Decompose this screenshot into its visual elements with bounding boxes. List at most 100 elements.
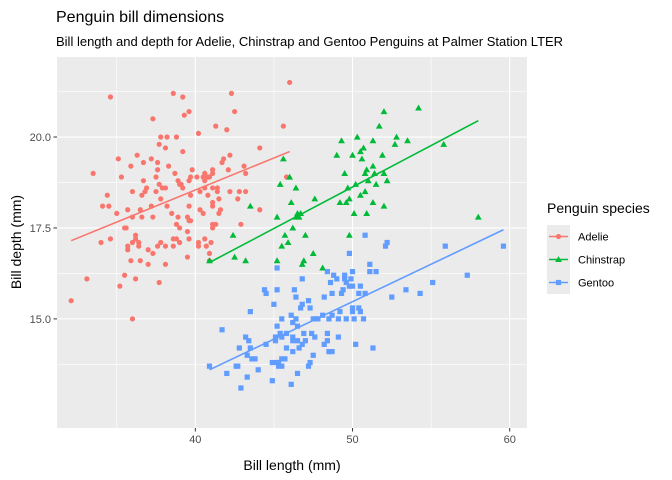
gentoo-point (305, 363, 312, 369)
adelie-point (158, 196, 164, 202)
adelie-point (155, 243, 161, 249)
chinstrap-point (287, 199, 295, 206)
chinstrap-point (360, 144, 367, 151)
adelie-point (106, 203, 112, 209)
gentoo-point (403, 287, 409, 293)
chinstrap-point (363, 210, 371, 216)
chart-subtitle: Bill length and depth for Adelie, Chinst… (56, 34, 563, 49)
adelie-point (145, 247, 151, 253)
adelie-point (175, 214, 181, 220)
gentoo-point (294, 323, 301, 329)
adelie-point (194, 174, 200, 180)
adelie-point (150, 250, 156, 257)
gentoo-point (321, 341, 327, 347)
gentoo-point (299, 341, 305, 347)
x-tick-label: 40 (189, 434, 201, 446)
chinstrap-point (358, 155, 366, 162)
adelie-point (188, 192, 194, 198)
adelie-point (205, 192, 211, 198)
x-axis-ticks: 40 50 60 (189, 428, 516, 446)
gentoo-point (367, 268, 373, 275)
adelie-point (184, 254, 191, 260)
chinstrap-point (474, 213, 482, 220)
gentoo-point (326, 316, 332, 322)
chinstrap-point (369, 162, 377, 169)
chinstrap-point (341, 169, 349, 176)
gentoo-point (279, 356, 285, 362)
gentoo-point (373, 268, 379, 275)
adelie-point (210, 185, 216, 191)
gentoo-point (290, 319, 296, 326)
chinstrap-point (284, 239, 292, 246)
chinstrap-point (375, 122, 383, 129)
gentoo-point (276, 363, 282, 369)
chinstrap-point (383, 177, 391, 184)
gentoo-trend-line (209, 229, 504, 371)
chinstrap-point (356, 191, 364, 198)
adelie-point (225, 167, 231, 173)
gentoo-point (324, 338, 330, 344)
y-tick-label: 17.5 (30, 223, 51, 235)
chinstrap-point (380, 108, 388, 115)
adelie-point (129, 188, 136, 195)
adelie-point (150, 116, 156, 122)
chinstrap-point (361, 188, 369, 195)
chinstrap-point (309, 250, 317, 256)
gentoo-point (291, 287, 297, 293)
chinstrap-point (295, 213, 303, 220)
gentoo-point (417, 290, 423, 297)
gentoo-point (367, 261, 373, 267)
gentoo-point (219, 327, 225, 333)
gentoo-point (500, 243, 507, 249)
gentoo-point (293, 316, 299, 322)
adelie-point (162, 185, 169, 191)
gentoo-point (343, 316, 349, 322)
chinstrap-point (404, 137, 411, 144)
adelie-point (129, 239, 136, 246)
chinstrap-point (349, 151, 356, 158)
minor-gridlines (57, 57, 527, 428)
adelie-point (214, 185, 220, 191)
adelie-point (158, 239, 164, 246)
adelie-point (202, 236, 208, 242)
adelie-point (132, 276, 139, 282)
adelie-point (210, 199, 216, 206)
adelie-point (210, 167, 216, 173)
adelie-point (136, 239, 142, 246)
gentoo-point (442, 243, 448, 249)
legend-label-adelie: Adelie (578, 232, 609, 244)
adelie-point (125, 207, 131, 213)
gentoo-point (349, 268, 356, 275)
chinstrap-point (229, 231, 237, 238)
trend-lines (70, 119, 504, 371)
adelie-point (139, 214, 145, 220)
gentoo-point (296, 345, 302, 351)
gentoo-point (247, 309, 253, 315)
adelie-point (287, 79, 293, 86)
adelie-point (227, 152, 233, 158)
legend-label-gentoo: Gentoo (578, 278, 614, 290)
gentoo-point (247, 345, 253, 351)
gentoo-point (249, 356, 255, 362)
gentoo-point (342, 276, 348, 282)
chinstrap-point (345, 195, 353, 202)
gentoo-point (246, 338, 252, 344)
gentoo-point (302, 338, 308, 344)
gentoo-point (326, 349, 332, 355)
adelie-point (186, 108, 192, 115)
adelie-point (197, 188, 203, 195)
adelie-point (257, 145, 263, 151)
chinstrap-point (276, 180, 284, 187)
chinstrap-point (279, 155, 287, 162)
adelie-point (232, 108, 238, 115)
adelie-point (98, 239, 104, 246)
chinstrap-point (415, 104, 422, 111)
gentoo-point (370, 345, 376, 351)
chinstrap-point (391, 140, 399, 147)
gentoo-point (301, 330, 307, 337)
legend: Penguin species Adelie Chinstrap Gentoo (547, 200, 650, 294)
gentoo-point (288, 381, 294, 387)
adelie-point (104, 192, 110, 198)
gentoo-point (351, 316, 357, 322)
